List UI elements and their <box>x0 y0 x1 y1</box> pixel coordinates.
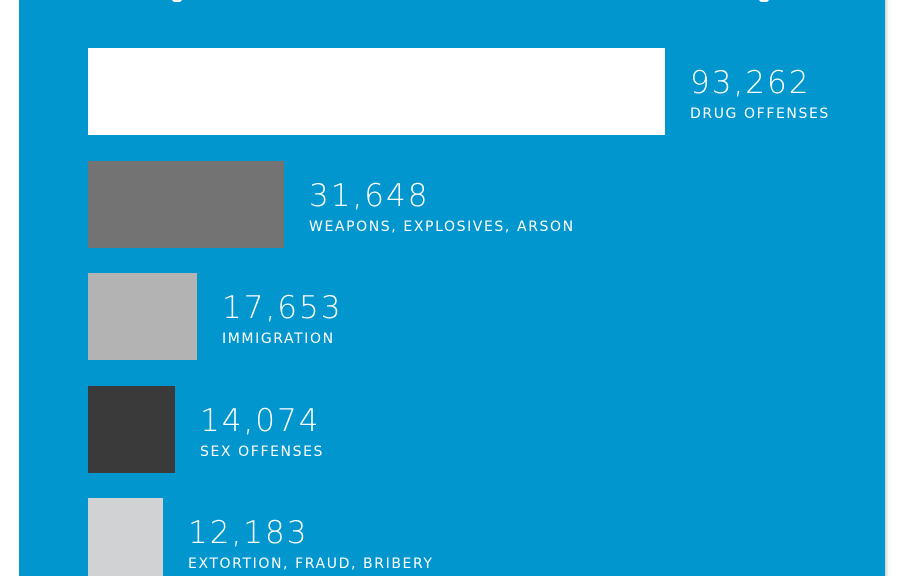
bar-category-label: WEAPONS, EXPLOSIVES, ARSON <box>309 219 575 235</box>
bar-category-label: EXTORTION, FRAUD, BRIBERY <box>188 556 434 572</box>
bar-4 <box>88 386 175 473</box>
bar-2 <box>88 161 284 248</box>
bar-category-label: IMMIGRATION <box>222 331 335 347</box>
bar-category-label: DRUG OFFENSES <box>690 106 830 122</box>
chart-panel: 93,262 DRUG OFFENSES 31,648 WEAPONS, EXPLOS… <box>19 0 885 576</box>
bar-value-label: 31,648 <box>309 178 430 214</box>
bar-value-label: 12,183 <box>188 515 309 551</box>
bar-value-label: 93,262 <box>690 65 811 101</box>
panel-shadow <box>885 0 889 576</box>
bar-category-label: SEX OFFENSES <box>200 444 325 460</box>
title-fragment <box>172 0 182 2</box>
bar-value-label: 17,653 <box>222 290 343 326</box>
bar-value-label: 14,074 <box>200 403 321 439</box>
title-fragment <box>759 0 769 2</box>
bar-3 <box>88 273 197 360</box>
bar-5 <box>88 498 163 576</box>
bar-1 <box>88 48 665 135</box>
